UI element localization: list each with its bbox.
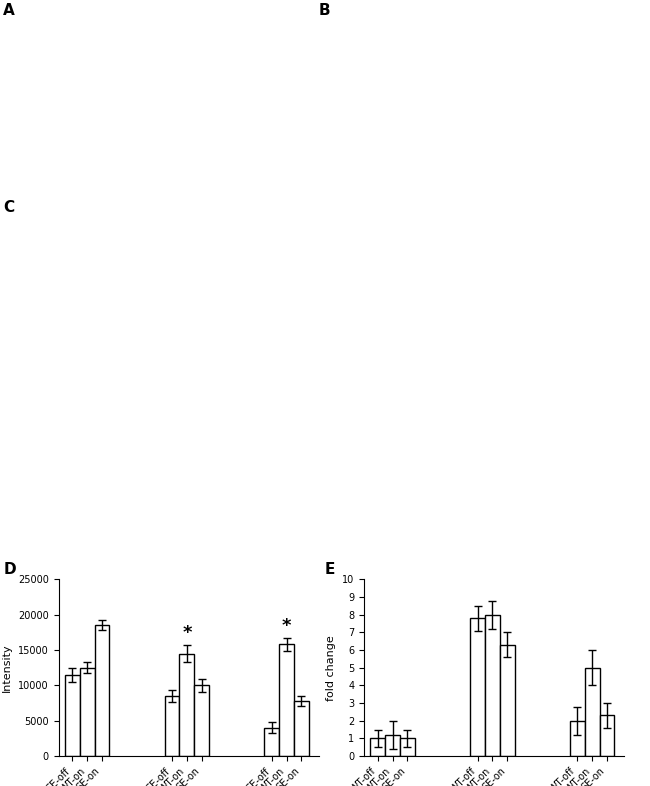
Bar — [280, 645, 294, 756]
Y-axis label: Intensity: Intensity — [3, 644, 12, 692]
Bar — [164, 696, 179, 756]
Bar — [470, 618, 485, 756]
Text: E: E — [325, 562, 335, 577]
Bar — [585, 667, 599, 756]
Bar — [265, 728, 279, 756]
Bar — [294, 701, 309, 756]
Text: C: C — [3, 200, 14, 215]
Text: B: B — [318, 3, 330, 18]
Y-axis label: fold change: fold change — [326, 635, 337, 700]
Bar — [94, 626, 109, 756]
Bar — [400, 739, 415, 756]
Text: *: * — [182, 624, 192, 642]
Bar — [599, 715, 614, 756]
Bar — [194, 685, 209, 756]
Bar — [65, 674, 80, 756]
Text: *: * — [282, 617, 291, 635]
Bar — [570, 721, 585, 756]
Bar — [385, 735, 400, 756]
Bar — [179, 653, 194, 756]
Bar — [500, 645, 515, 756]
Text: A: A — [3, 3, 15, 18]
Text: D: D — [3, 562, 16, 577]
Bar — [370, 739, 385, 756]
Bar — [485, 615, 500, 756]
Bar — [80, 667, 94, 756]
